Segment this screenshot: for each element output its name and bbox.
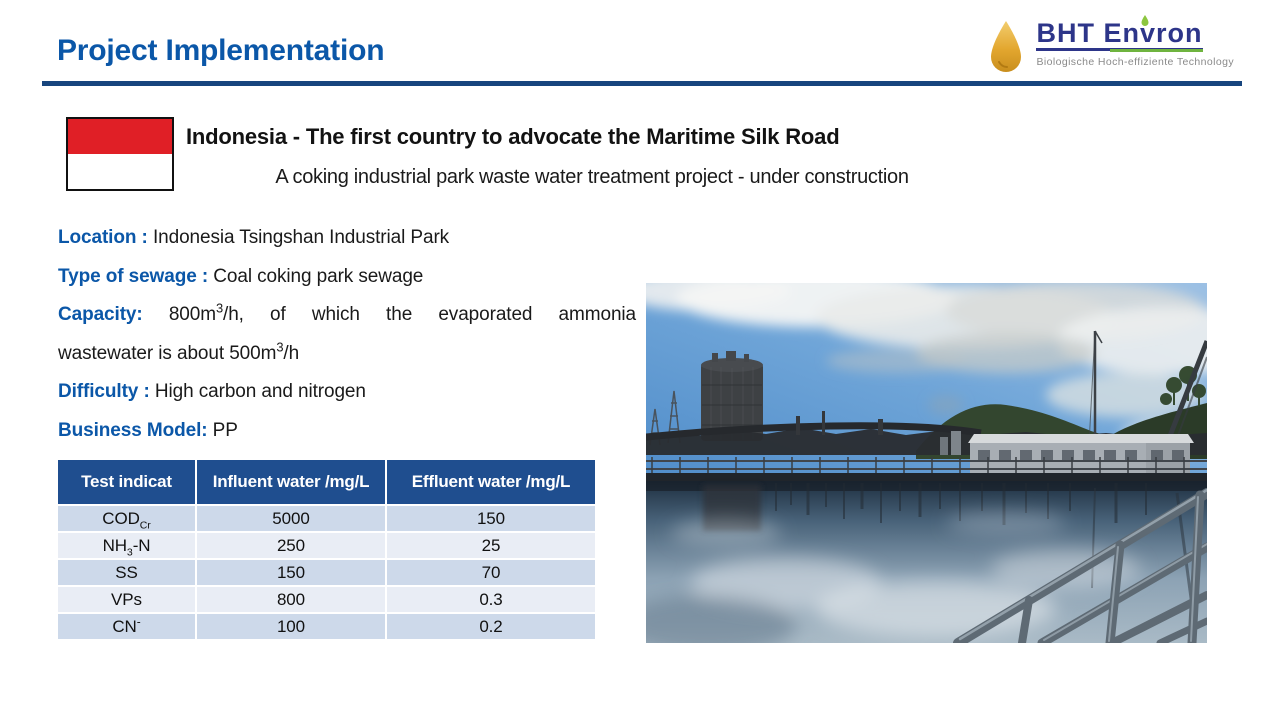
table-row: VPs 800 0.3 [58,587,595,612]
header-cell: Test indicat [58,460,195,504]
info-label: Difficulty : [58,381,150,403]
table-cell: 0.3 [387,587,595,612]
table-cell: CODCr [58,506,195,531]
table-cell: 0.2 [387,614,595,639]
info-value: High carbon and nitrogen [154,381,366,403]
indonesia-flag [66,117,174,191]
intro-text-block: Indonesia - The first country to advocat… [186,122,998,190]
spec-table: Test indicat Influent water /mg/L Effluent… [56,458,597,641]
info-line: Type of sewage : Coal coking park sewage [58,258,636,297]
info-label: Capacity: [58,304,143,326]
table-cell: 150 [387,506,595,531]
header-cell: Influent water /mg/L [197,460,385,504]
table-cell: SS [58,560,195,585]
info-line: Location : Indonesia Tsingshan Industria… [58,219,636,258]
info-label: Business Model: [58,419,208,441]
table-row: CN- 100 0.2 [58,614,595,639]
info-line: Difficulty : High carbon and nitrogen [58,373,636,412]
logo-name-wrap: BHT Envron [1036,15,1203,53]
logo-tagline: Biologische Hoch-effiziente Technology [1036,56,1234,68]
header-cell: Effluent water /mg/L [387,460,595,504]
logo-name: BHT Envron [1036,18,1203,48]
project-heading: Indonesia - The first country to advocat… [186,124,840,149]
logo-text-block: BHT Envron Biologische Hoch-effiziente T… [1036,15,1234,68]
logo-droplet-icon [991,21,1022,72]
page-title: Project Implementation [57,34,385,67]
info-value: PP [212,419,238,441]
project-subheading: A coking industrial park waste water tre… [275,166,909,188]
table-cell: 100 [197,614,385,639]
table-cell: 800 [197,587,385,612]
table-row: SS 150 70 [58,560,595,585]
info-list: Location : Indonesia Tsingshan Industria… [58,219,636,451]
table-row: CODCr 5000 150 [58,506,595,531]
table-cell: 25 [387,533,595,558]
table-head: Test indicat Influent water /mg/L Effluent… [58,460,595,504]
logo-underline-green [1109,49,1203,52]
logo-mini-droplet-icon [1141,15,1149,26]
photo-illustration [646,283,1207,643]
table-cell: 250 [197,533,385,558]
table-cell: 70 [387,560,595,585]
title-divider [42,81,1242,86]
company-logo: BHT Envron Biologische Hoch-effiziente T… [988,15,1234,74]
site-photo [646,283,1207,643]
table-header-row: Test indicat Influent water /mg/L Effluent… [58,460,595,504]
info-label: Type of sewage : [58,265,209,287]
flag-white-band [68,154,172,189]
table-cell: 5000 [197,506,385,531]
info-value: Coal coking park sewage [213,265,424,287]
info-line: Capacity: 800m3/h, of which the evaporat… [58,296,636,335]
info-value: wastewater is about 500m3/h [58,339,300,364]
table-cell: 150 [197,560,385,585]
info-line: Business Model: PP [58,412,636,451]
table-body: CODCr 5000 150 NH3-N 250 25 SS 150 70 VPs 800 0.3 CN… [58,506,595,639]
info-line: wastewater is about 500m3/h [58,335,636,374]
table-cell: VPs [58,587,195,612]
table-row: NH3-N 250 25 [58,533,595,558]
info-value: 800m3/h, of which the evaporated ammonia [168,300,636,326]
flag-red-band [68,119,172,154]
table-cell: NH3-N [58,533,195,558]
table-cell: CN- [58,614,195,639]
info-value: Indonesia Tsingshan Industrial Park [152,227,450,248]
info-label: Location : [58,227,148,248]
